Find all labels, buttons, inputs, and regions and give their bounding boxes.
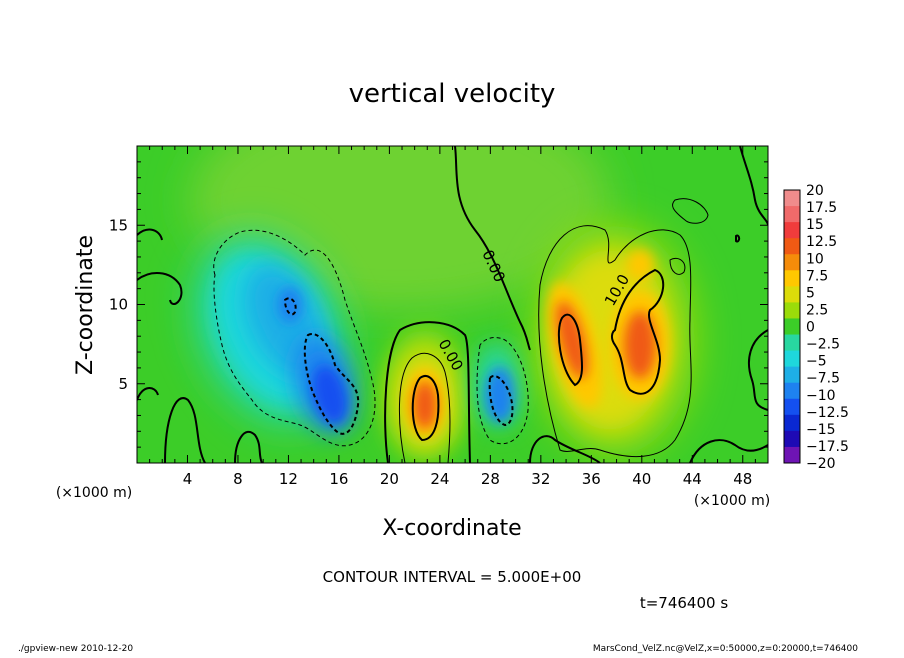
x-tick-label: 24 [430,470,449,488]
colorbar-label: 0 [806,320,815,336]
colorbar-label: −17.5 [806,439,849,455]
colorbar-label: 2.5 [806,302,828,318]
contour-lines [137,146,768,463]
field-blob [626,249,654,281]
contour-5 [669,257,686,275]
y-tick-label: 5 [118,375,128,393]
x-tick-label: 20 [380,470,399,488]
zero-contour [137,228,163,241]
field-blob [278,287,302,323]
y-axis-label: Z-coordinate [73,235,98,375]
colorbar-swatch [784,190,800,207]
contour-10 [611,268,665,395]
x-tick-label: 12 [279,470,298,488]
contour-neg5 [476,337,529,445]
footer-right: MarsCond_VelZ.nc@VelZ,x=0:50000,z=0:2000… [593,644,858,654]
x-tick-label: 44 [683,470,702,488]
colorbar-label: 7.5 [806,268,828,284]
zero-contour [164,397,206,463]
contour-neg5 [213,229,376,447]
colorbar-label: −20 [806,456,836,472]
zero-contour [234,430,263,463]
colorbar-label: −15 [806,422,836,438]
colorbar-label: 5 [806,285,815,301]
colorbar-swatch [784,334,800,352]
contour-5 [398,353,451,463]
zero-contour [137,272,183,305]
zero-contour [384,321,471,463]
colorbar-swatch [784,222,800,239]
field-blob [413,381,437,429]
y-tick-label: 10 [109,296,128,314]
field-blob [556,301,588,379]
colorbar-swatch [784,318,800,336]
colorbar-swatch [784,286,800,303]
contour-neg10 [488,375,514,427]
colorbar-label: −10 [806,388,836,404]
zero-contour [739,146,768,226]
plot-area: 0.00 0.00 10.0 [137,146,768,463]
time-label: t=746400 s [640,594,728,612]
colorbar-swatch [784,350,800,368]
colorbar-swatch [784,238,800,255]
colorbar-label: 15 [806,217,824,233]
colorbar-frame [783,189,801,464]
zero-contour [529,435,601,463]
contour-5 [538,225,692,458]
colorbar-swatch [784,366,800,384]
contour-neg10 [283,297,297,316]
colorbar-label: 10 [806,251,824,267]
x-ticks: 4 8 12 16 20 24 28 32 36 40 44 48 [149,146,756,488]
y-unit-label: (×1000 m) [56,485,132,501]
contour-interval: CONTOUR INTERVAL = 5.000E+00 [323,568,582,586]
field-blobs [190,146,695,460]
colorbar-label: 12.5 [806,234,837,250]
x-tick-label: 40 [632,470,651,488]
colorbar-label: 20 [806,183,824,199]
zero-contour [735,234,741,243]
x-tick-label: 36 [582,470,601,488]
zero-contour [137,387,159,401]
footer-left: ./gpview-new 2010-12-20 [18,644,133,654]
colorbar-swatch [784,414,800,432]
contour-neg10 [303,333,360,435]
colorbar-label: 17.5 [806,200,837,216]
x-tick-label: 16 [329,470,348,488]
x-tick-label: 4 [183,470,193,488]
contour-10 [557,313,583,387]
colorbar-swatch [784,254,800,271]
colorbar-label: −2.5 [806,337,840,353]
colorbar-swatch [784,270,800,287]
chart-title: vertical velocity [349,79,556,109]
colorbar-swatch [784,206,800,223]
colorbar-label: −5 [806,354,827,370]
zero-contour [689,439,768,463]
x-axis-label: X-coordinate [382,516,521,541]
x-tick-label: 32 [531,470,550,488]
y-tick-label: 15 [109,216,128,234]
contour-5 [672,198,709,224]
colorbar-swatch [784,302,800,319]
x-tick-label: 8 [233,470,243,488]
colorbar-label: −7.5 [806,371,840,387]
zero-contour [454,146,531,351]
field-blob [312,365,348,425]
x-unit-label: (×1000 m) [694,493,770,509]
x-tick-label: 48 [733,470,752,488]
field-blob [624,311,656,379]
colorbar-swatch [784,382,800,400]
y-ticks: 5 10 15 [109,161,768,448]
zero-contour [748,329,768,411]
colorbar-swatch [784,430,800,448]
contour-10 [411,375,440,442]
colorbar-label: −12.5 [806,405,849,421]
colorbar-swatch [784,398,800,416]
colorbar-swatch [784,446,800,464]
x-tick-label: 28 [481,470,500,488]
